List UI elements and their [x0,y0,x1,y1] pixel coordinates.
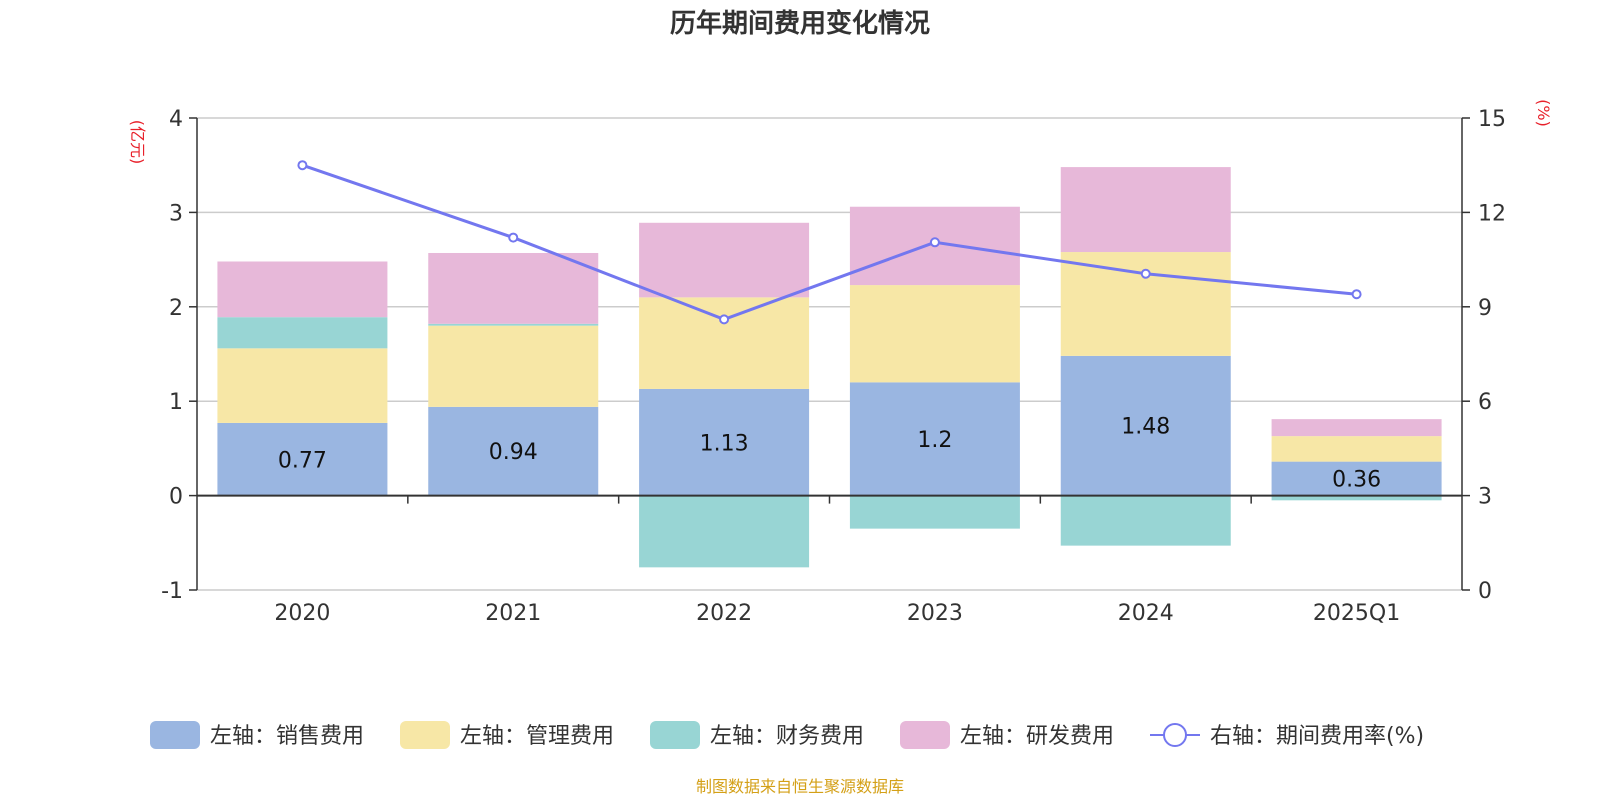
legend-swatch [400,721,450,749]
bar-sales [217,422,388,496]
rate-point [1140,268,1151,279]
legend-swatch [900,721,950,749]
bar-rnd [1271,419,1442,437]
bar-admin [428,325,599,407]
legend-swatch [650,721,700,749]
bar-finance [1060,495,1231,546]
source-note: 制图数据来自恒生聚源数据库 [696,777,904,796]
left-tick-label: 1 [169,390,183,415]
bar-rnd [1060,167,1231,253]
right-tick-label: 0 [1478,579,1492,604]
legend-label: 左轴：财务费用 [710,724,864,749]
bar-admin [1060,252,1231,356]
x-tick-label: 2021 [485,601,541,626]
rate-point [719,314,730,325]
x-tick-label: 2020 [274,601,330,626]
right-tick-label: 3 [1478,485,1492,510]
legend-swatch-marker [1163,723,1187,747]
data-label-sales: 1.13 [700,431,749,456]
bar-rnd [217,261,388,318]
bar-admin [849,285,1020,383]
bar-finance [639,495,810,568]
x-tick-label: 2022 [696,601,752,626]
bar-rnd [639,222,810,298]
x-tick-label: 2024 [1118,601,1174,626]
bar-admin [1271,436,1442,462]
legend-label: 左轴：销售费用 [210,724,364,749]
data-label-sales: 0.36 [1332,468,1381,493]
bar-rnd [428,252,599,324]
data-label-sales: 1.48 [1121,415,1170,440]
legend-item-rate[interactable]: 右轴：期间费用率(%) [1150,723,1424,749]
rate-point [508,232,519,243]
bar-sales [849,382,1020,496]
rate-point [929,237,940,248]
legend-item-sales[interactable]: 左轴：销售费用 [150,721,364,749]
bar-sales [428,406,599,496]
left-tick-label: 2 [169,296,183,321]
left-tick-label: 0 [169,485,183,510]
right-tick-label: 9 [1478,296,1492,321]
data-label-sales: 0.77 [278,448,327,473]
legend: 左轴：销售费用 左轴：管理费用 左轴：财务费用 左轴：研发费用 右轴：期间费用率(%) [150,721,1424,749]
legend-item-finance[interactable]: 左轴：财务费用 [650,721,864,749]
bar-finance [217,317,388,349]
bar-finance [849,495,1020,529]
x-tick-label: 2023 [907,601,963,626]
legend-item-admin[interactable]: 左轴：管理费用 [400,721,614,749]
data-label-sales: 0.94 [489,440,538,465]
legend-swatch [150,721,200,749]
left-tick-label: 3 [169,201,183,226]
legend-item-rnd[interactable]: 左轴：研发费用 [900,721,1114,749]
right-tick-label: 12 [1478,201,1506,226]
bar-labels: 0.77 0.94 1.13 1.2 1.48 0.36 [278,415,1381,493]
bar-admin [217,348,388,423]
data-label-sales: 1.2 [917,428,952,453]
bar-sales [639,388,810,496]
bar-sales [1271,461,1442,496]
rate-line [297,160,1362,325]
bars [217,167,1442,568]
legend-label: 右轴：期间费用率(%) [1210,724,1424,749]
left-tick-label: 4 [169,107,183,132]
right-axis-unit: (%) [1534,99,1553,127]
legend-label: 左轴：管理费用 [460,724,614,749]
bar-sales [1060,355,1231,496]
rate-point [297,160,308,171]
rate-point [1351,289,1362,300]
bar-finance [428,323,599,326]
right-tick-label: 15 [1478,107,1506,132]
legend-label: 左轴：研发费用 [960,724,1114,749]
right-tick-label: 6 [1478,390,1492,415]
left-tick-label: -1 [161,579,183,604]
x-tick-label: 2025Q1 [1313,601,1400,626]
bar-admin [639,297,810,389]
chart-title: 历年期间费用变化情况 [670,8,930,39]
left-axis-unit: (亿元) [128,120,147,165]
grid-lines [197,117,1462,591]
bar-finance [1271,495,1442,501]
rate-series-line [301,163,1357,321]
